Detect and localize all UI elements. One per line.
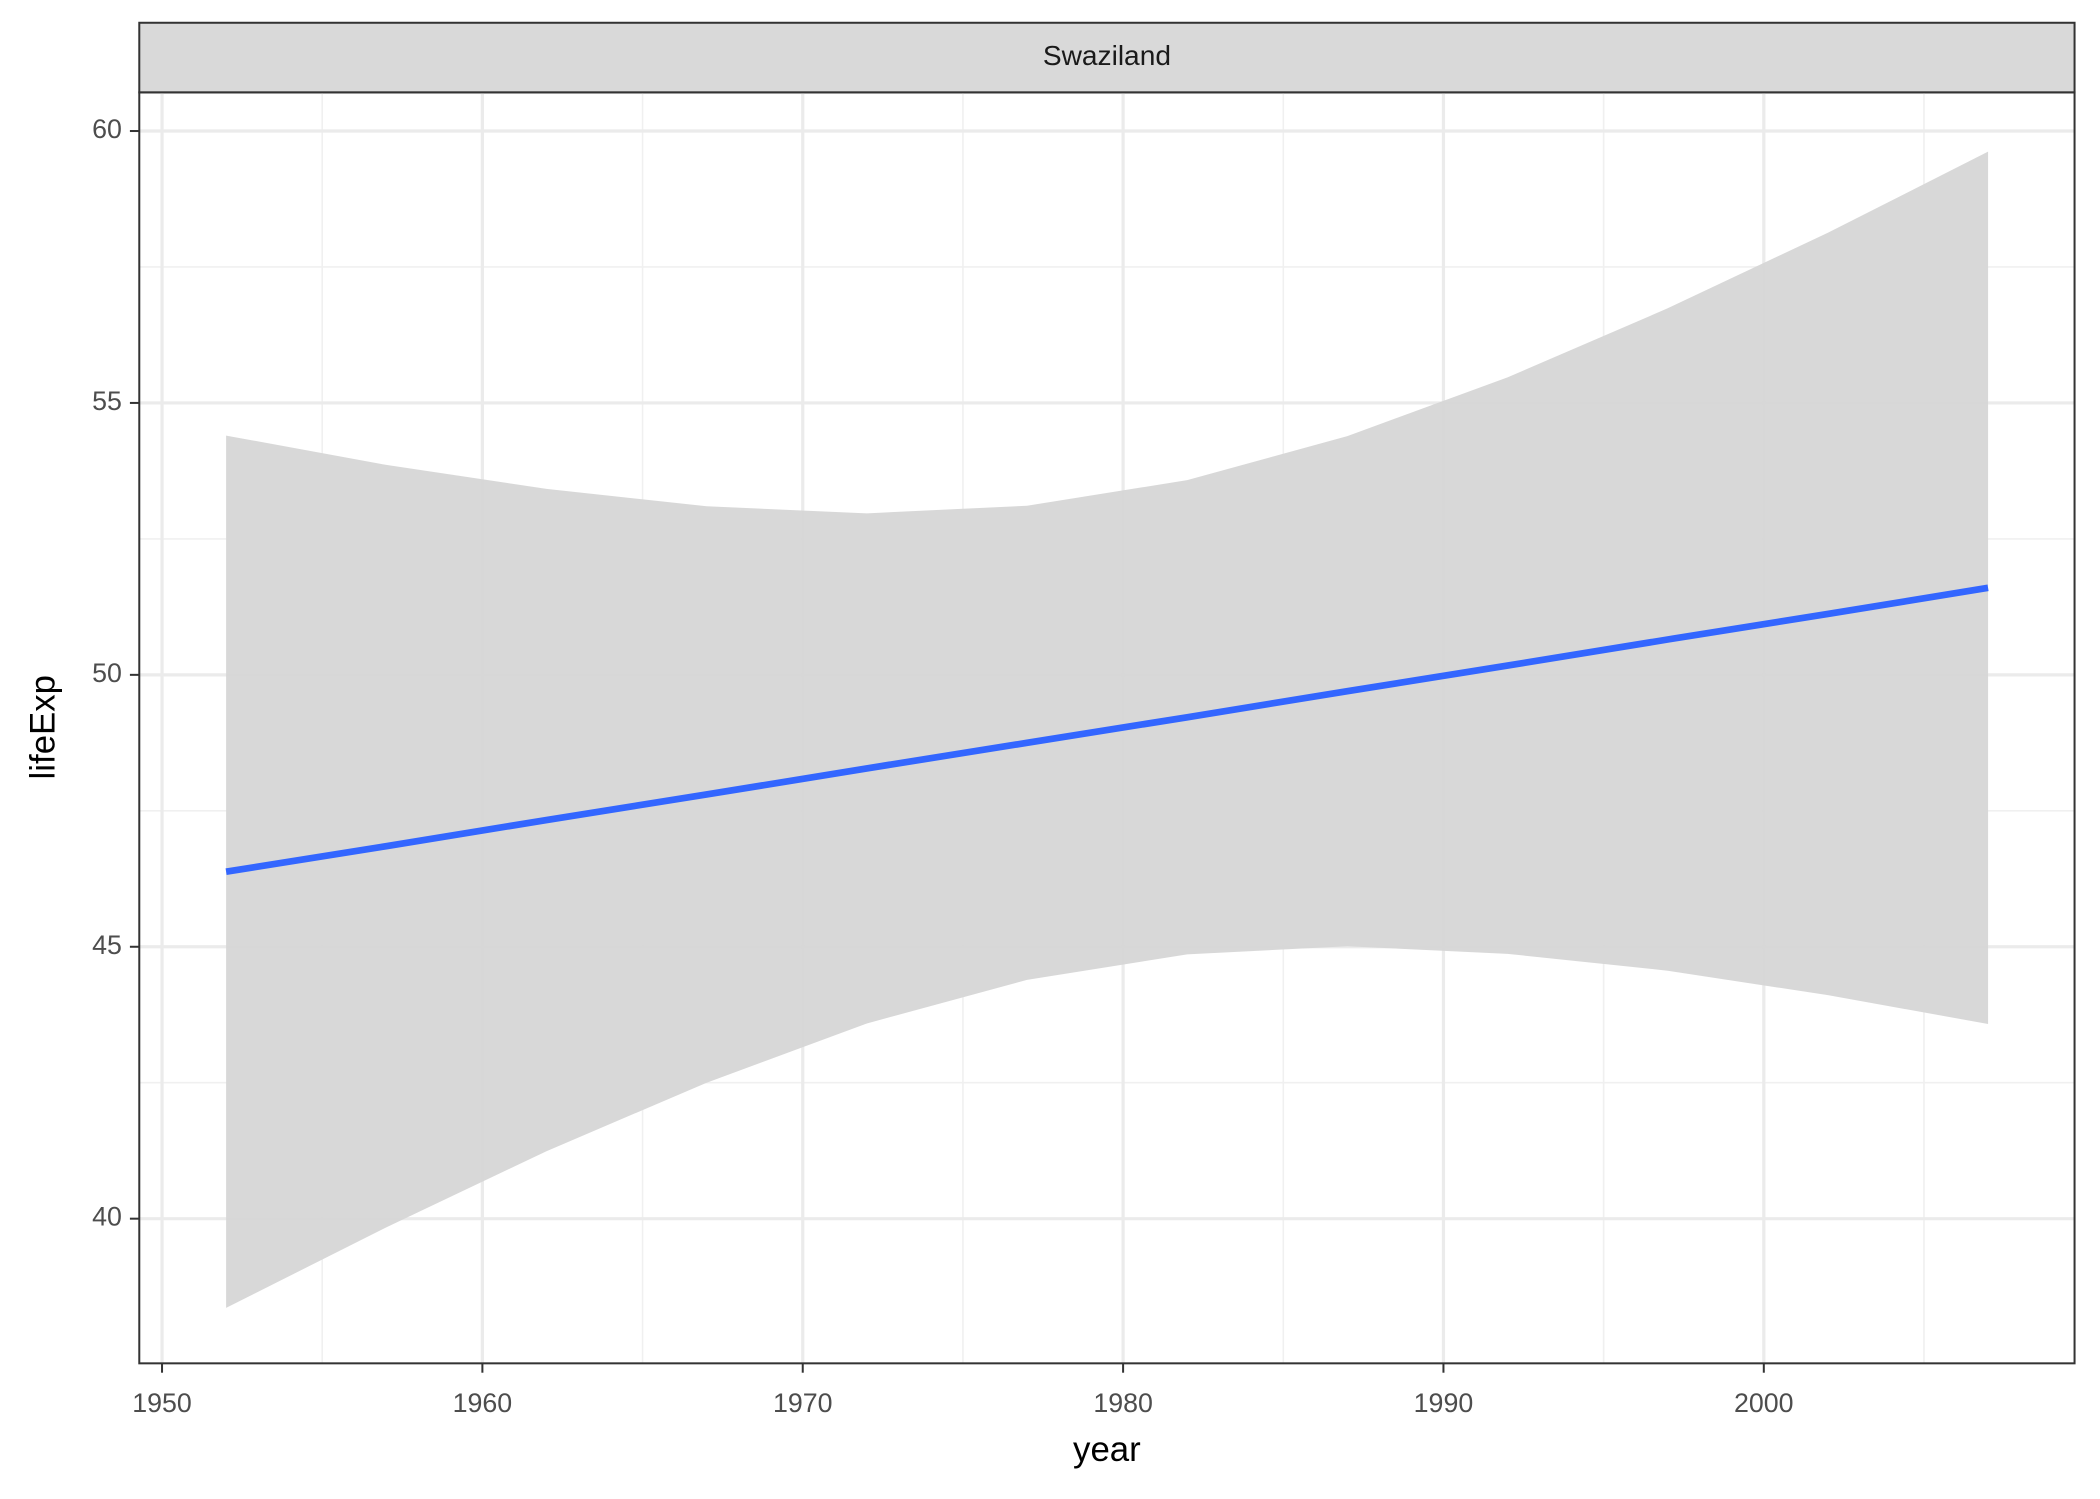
panel-border (138, 91, 2076, 1365)
fit-line (225, 584, 1989, 876)
y-axis-title: lifeExp (24, 675, 63, 779)
facet-strip (138, 21, 2076, 94)
y-tick-label: 40 (92, 1202, 122, 1232)
x-axis-title: year (1073, 1430, 1141, 1469)
y-tick-label: 45 (92, 930, 122, 960)
x-tick-label: 1990 (1414, 1388, 1474, 1418)
x-tick-label: 2000 (1734, 1388, 1794, 1418)
facet-label: Swaziland (1043, 40, 1171, 71)
x-tick-label: 1980 (1093, 1388, 1153, 1418)
y-tick-label: 55 (92, 386, 122, 416)
y-tick-label: 50 (92, 658, 122, 688)
x-tick-label: 1970 (773, 1388, 833, 1418)
x-tick-label: 1950 (132, 1388, 192, 1418)
plot-area (139, 92, 2075, 1364)
y-tick-label: 60 (92, 114, 122, 144)
x-tick-label: 1960 (453, 1388, 513, 1418)
